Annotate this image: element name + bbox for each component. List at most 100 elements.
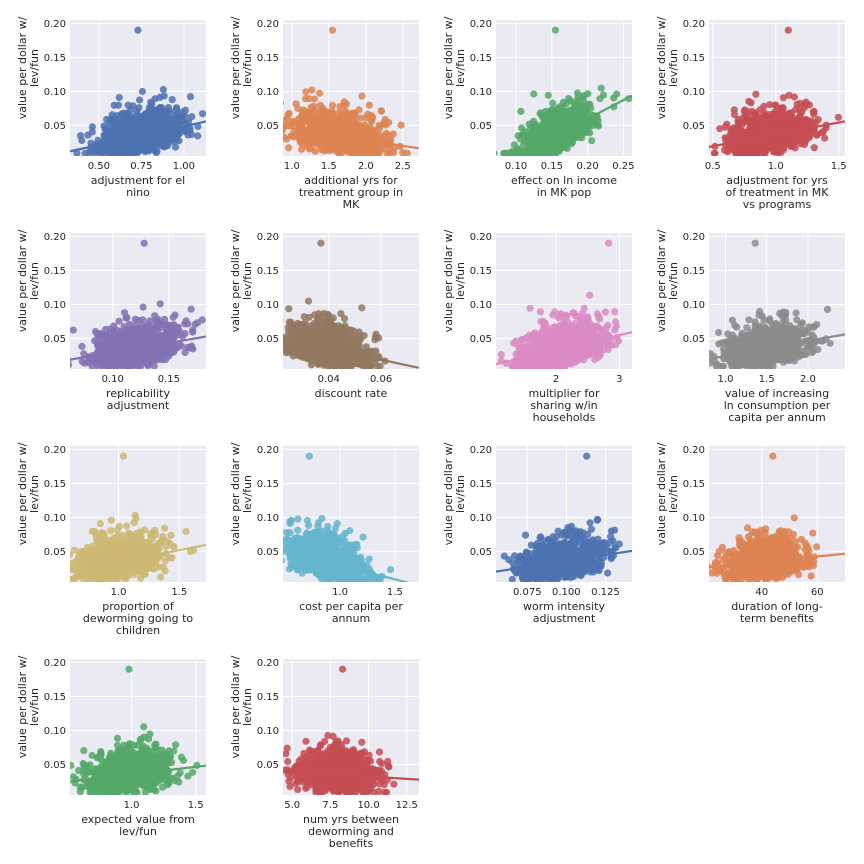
data-point xyxy=(754,137,763,146)
y-tick-label: 0.20 xyxy=(257,19,279,30)
y-axis-label: value per dollar w/lev/fun xyxy=(16,16,41,119)
data-point xyxy=(130,128,138,136)
data-point xyxy=(189,326,197,334)
data-point xyxy=(331,113,339,121)
data-point xyxy=(128,112,136,121)
data-point xyxy=(328,101,337,109)
data-point xyxy=(288,120,296,128)
data-point xyxy=(308,86,316,94)
data-point xyxy=(599,91,608,99)
data-point xyxy=(397,121,405,129)
data-point xyxy=(136,96,144,104)
data-point xyxy=(331,123,339,131)
data-point xyxy=(557,133,565,141)
data-point xyxy=(125,127,133,135)
data-point xyxy=(194,122,202,131)
scatter-points xyxy=(283,26,411,156)
data-point xyxy=(340,315,349,323)
x-tick-label: 0.20 xyxy=(576,161,598,172)
data-point xyxy=(142,357,150,365)
data-point xyxy=(99,144,107,152)
data-point xyxy=(558,115,566,123)
data-point-max xyxy=(140,239,148,247)
regression-line xyxy=(70,120,206,153)
data-point xyxy=(172,324,180,333)
data-point xyxy=(739,113,747,122)
data-point xyxy=(78,342,86,350)
data-point xyxy=(368,148,376,156)
data-point xyxy=(325,109,333,117)
x-tick-label: 0.25 xyxy=(612,161,634,172)
data-point xyxy=(730,106,738,114)
data-point xyxy=(739,149,748,156)
data-point xyxy=(359,149,367,156)
data-point xyxy=(157,112,165,120)
data-point xyxy=(390,148,398,156)
data-point xyxy=(120,309,129,317)
data-point xyxy=(121,341,130,349)
x-axis-label: adjustment for yrs of treatment in MK vs p… xyxy=(725,174,829,211)
data-point xyxy=(211,123,218,130)
x-axis-label: adjustment for el nino xyxy=(91,174,186,199)
y-tick-label: 0.05 xyxy=(470,121,492,132)
x-tick-label: 0.5 xyxy=(705,161,721,172)
data-point xyxy=(693,144,700,151)
data-point xyxy=(141,331,149,339)
data-point xyxy=(346,141,354,149)
data-point xyxy=(310,95,319,103)
data-point xyxy=(756,113,764,121)
data-point xyxy=(538,113,546,121)
data-point xyxy=(735,119,743,127)
data-point xyxy=(326,143,334,151)
data-point xyxy=(814,116,822,124)
data-point xyxy=(551,149,560,156)
y-tick-label: 0.10 xyxy=(257,87,279,98)
data-point xyxy=(302,88,310,96)
data-point xyxy=(794,135,802,143)
data-point xyxy=(376,124,384,132)
data-point xyxy=(156,93,164,101)
data-point xyxy=(313,110,321,118)
data-point xyxy=(757,149,765,156)
data-point xyxy=(168,96,176,104)
data-point xyxy=(109,344,117,352)
data-point xyxy=(340,98,348,106)
data-point xyxy=(789,131,798,139)
y-tick-label: 0.05 xyxy=(683,121,705,132)
x-tick-label: 2.5 xyxy=(395,161,411,172)
x-tick-label: 0.10 xyxy=(505,161,527,172)
x-tick-label: 0.75 xyxy=(130,161,152,172)
data-point xyxy=(306,109,314,117)
data-point xyxy=(166,118,175,126)
data-point xyxy=(78,136,86,144)
data-point xyxy=(158,321,166,329)
x-tick-label: 1.00 xyxy=(173,161,195,172)
data-point xyxy=(782,119,790,128)
data-point xyxy=(140,120,149,129)
x-axis-label: replicability adjustment xyxy=(106,387,170,412)
data-point xyxy=(367,116,375,124)
scatter-points xyxy=(73,26,218,156)
data-point xyxy=(721,123,729,131)
data-point xyxy=(115,93,123,102)
data-point xyxy=(530,90,538,98)
y-tick-label: 0.15 xyxy=(257,53,279,64)
data-point xyxy=(803,101,811,109)
data-point xyxy=(613,90,621,98)
data-point xyxy=(577,110,586,118)
data-point xyxy=(302,95,310,103)
data-point xyxy=(125,320,134,328)
data-point xyxy=(776,142,784,150)
data-point xyxy=(559,98,567,106)
data-point xyxy=(163,324,171,332)
data-point xyxy=(549,99,557,107)
data-point xyxy=(146,114,154,123)
data-point xyxy=(171,311,179,319)
data-point xyxy=(115,317,123,325)
data-point xyxy=(834,113,843,121)
y-tick-label: 0.15 xyxy=(470,53,492,64)
data-point xyxy=(350,109,358,117)
data-point-max xyxy=(551,26,560,34)
